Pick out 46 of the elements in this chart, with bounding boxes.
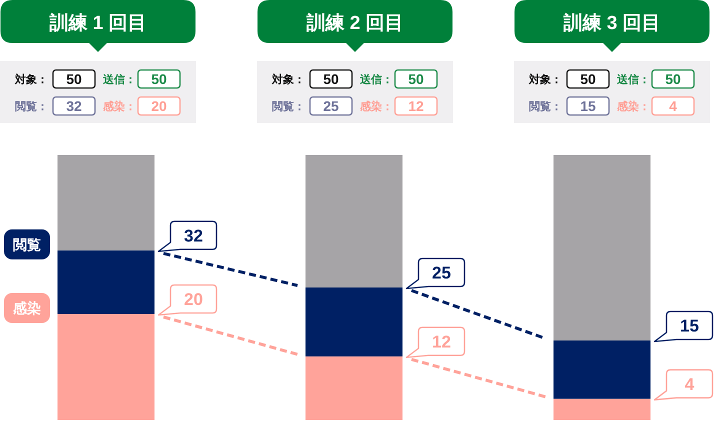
annotation: 閲覧： xyxy=(272,101,305,113)
annotation: 50 xyxy=(151,71,167,87)
annotation: 20 xyxy=(184,290,203,309)
bar xyxy=(554,155,650,340)
x-tick-label: 訓練 3 回目 xyxy=(563,13,661,34)
annotation: 送信： xyxy=(103,74,136,86)
bar xyxy=(554,398,650,420)
annotation: 感染： xyxy=(360,101,393,113)
annotation: 閲覧： xyxy=(529,101,562,113)
x-tick-label: 訓練 1 回目 xyxy=(49,13,147,34)
bar xyxy=(306,288,402,356)
annotation: 25 xyxy=(432,264,451,282)
x-tick-label: 訓練 2 回目 xyxy=(306,13,404,34)
annotation: 閲覧： xyxy=(15,101,48,113)
annotation: 32 xyxy=(66,98,82,114)
legend-item: 感染 xyxy=(4,293,50,323)
annotation: 15 xyxy=(680,316,699,336)
series-label: 閲覧 xyxy=(13,236,41,252)
annotation: 12 xyxy=(432,332,451,352)
annotation: 50 xyxy=(665,71,681,87)
annotation: 4 xyxy=(684,374,694,394)
series-label: 感染 xyxy=(12,300,41,316)
annotation: 対象： xyxy=(529,74,562,86)
annotation: 20 xyxy=(151,98,167,114)
annotation: 12 xyxy=(408,98,424,114)
annotation: 50 xyxy=(580,71,596,87)
annotation: 感染： xyxy=(103,101,136,113)
annotation: 25 xyxy=(323,98,339,114)
annotation: 感染： xyxy=(617,101,650,113)
annotation: 対象： xyxy=(272,74,305,86)
annotation: 15 xyxy=(580,98,596,114)
bar xyxy=(306,356,402,420)
bar xyxy=(554,340,650,399)
annotation: 50 xyxy=(66,71,82,87)
bar xyxy=(58,250,154,314)
bar xyxy=(58,314,154,420)
annotation: 32 xyxy=(184,226,203,246)
bar xyxy=(306,155,402,288)
annotation: 50 xyxy=(408,71,424,87)
annotation: 4 xyxy=(669,98,677,114)
annotation: 送信： xyxy=(617,74,650,86)
annotation: 対象： xyxy=(15,74,48,86)
annotation: 50 xyxy=(323,71,339,87)
bar xyxy=(58,155,154,250)
legend-item: 閲覧 xyxy=(4,229,50,260)
annotation: 送信： xyxy=(360,74,393,86)
